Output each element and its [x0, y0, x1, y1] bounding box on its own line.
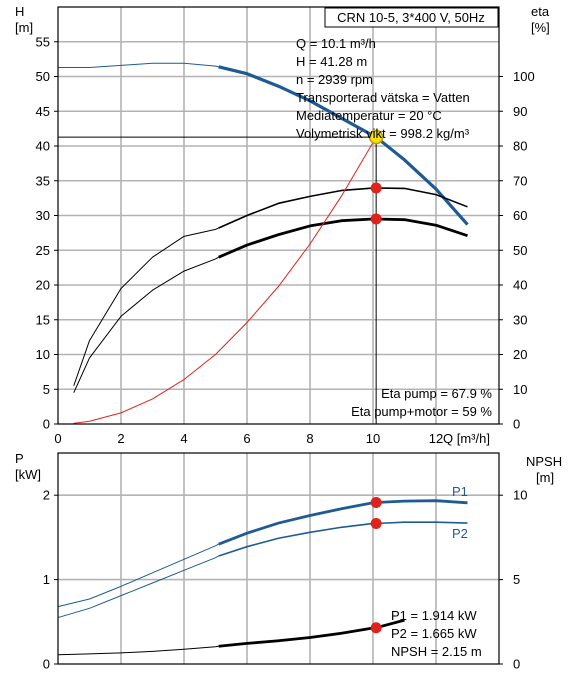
- series-label-p1: P1: [452, 484, 468, 499]
- eta-pump-text: Eta pump = 67.9 %: [381, 386, 492, 401]
- top-grid: 0510152025303540455055010203040506070809…: [36, 7, 535, 446]
- top-left-tick-label: 10: [36, 347, 50, 362]
- x-tick-label: 4: [180, 431, 187, 446]
- top-right-tick-label: 90: [513, 104, 527, 119]
- power-info-block: P1 = 1.914 kW P2 = 1.665 kW NPSH = 2.15 …: [391, 608, 482, 659]
- x-tick-label: 10: [366, 431, 380, 446]
- bottom-curves: [57, 499, 468, 656]
- x-tick-label: 2: [117, 431, 124, 446]
- x-tick-label: 6: [243, 431, 250, 446]
- info-line-p2: P2 = 1.665 kW: [391, 626, 477, 641]
- info-line-liquid: Transporterad vätska = Vatten: [296, 90, 470, 105]
- npsh-marker: [370, 622, 382, 634]
- title-box: [324, 7, 499, 28]
- info-line-q: Q = 10.1 m³/h: [296, 36, 376, 51]
- top-right-tick-label: 50: [513, 243, 527, 258]
- p2-curve-thin: [57, 555, 219, 619]
- info-line-temperature: Mediatemperatur = 20 °C: [296, 108, 442, 123]
- eta_total-curve-thin: [73, 256, 219, 393]
- x-tick-label: 12: [429, 431, 443, 446]
- bottom-left-tick-label: 1: [43, 572, 50, 587]
- chart-title: CRN 10-5, 3*400 V, 50Hz: [337, 10, 485, 25]
- bottom-left-tick-label: 2: [43, 488, 50, 503]
- bottom-left-tick-label: 0: [43, 657, 50, 672]
- p2-marker: [370, 517, 382, 529]
- bottom-right-axis-label-1: NPSH: [526, 454, 562, 469]
- head-curve-thick: [218, 65, 469, 226]
- top-left-tick-label: 35: [36, 173, 50, 188]
- head-curve-thin: [58, 62, 219, 68]
- x-axis-label: Q [m³/h]: [443, 431, 490, 446]
- bottom-grid: 0 1 2 0 5 10: [43, 453, 527, 672]
- eta_total-curve-thick: [218, 217, 468, 259]
- eta-info-block: Eta pump = 67.9 % Eta pump+motor = 59 %: [351, 386, 492, 419]
- top-left-tick-label: 20: [36, 278, 50, 293]
- top-left-tick-label: 25: [36, 243, 50, 258]
- top-right-tick-label: 80: [513, 139, 527, 154]
- top-left-tick-label: 15: [36, 312, 50, 327]
- bottom-right-axis-label-2: [m]: [536, 470, 554, 485]
- bottom-marks: P1 P2: [370, 484, 468, 634]
- bottom-left-axis-label-2: [kW]: [15, 467, 41, 482]
- series-label-p2: P2: [452, 526, 468, 541]
- x-tick-label: 0: [54, 431, 61, 446]
- eta-total-marker: [370, 213, 382, 225]
- top-marks: [58, 129, 384, 424]
- info-line-npsh: NPSH = 2.15 m: [391, 644, 482, 659]
- top-right-tick-label: 10: [513, 382, 527, 397]
- top-left-tick-label: 30: [36, 208, 50, 223]
- p1-curve-thick: [218, 499, 468, 546]
- bottom-right-tick-label: 5: [513, 572, 520, 587]
- top-right-tick-label: 40: [513, 278, 527, 293]
- top-right-axis-label-2: [%]: [531, 20, 550, 35]
- top-left-tick-label: 50: [36, 69, 50, 84]
- info-line-n: n = 2939 rpm: [296, 72, 373, 87]
- top-plot-frame: [57, 6, 500, 425]
- info-line-density: Volymetrisk vikt = 998.2 kg/m³: [296, 126, 470, 141]
- eta-pump-marker: [370, 182, 382, 194]
- top-right-tick-label: 60: [513, 208, 527, 223]
- power-npsh-panel: 0 1 2 0 5 10 P1 P2 P [kW] NPSH [m] P1 = 1.914 …: [15, 451, 562, 672]
- bottom-right-tick-label: 0: [513, 657, 520, 672]
- top-right-tick-label: 70: [513, 173, 527, 188]
- eta_pump-curve-thick: [218, 187, 468, 229]
- p1-curve-thin: [57, 543, 219, 608]
- top-right-tick-label: 100: [513, 69, 535, 84]
- eta_pump-curve-thin: [73, 227, 219, 386]
- bottom-left-axis-label-1: P: [15, 451, 24, 466]
- p2-curve-thick: [218, 521, 468, 557]
- system_curve-curve: [73, 136, 377, 424]
- info-line-h: H = 41.28 m: [296, 54, 367, 69]
- npsh-curve-thin: [57, 645, 219, 656]
- top-left-axis-label-2: [m]: [15, 20, 33, 35]
- top-left-tick-label: 45: [36, 104, 50, 119]
- top-right-tick-label: 20: [513, 347, 527, 362]
- top-left-axis-label-1: H: [15, 4, 24, 19]
- top-curves: [58, 62, 469, 424]
- top-left-tick-label: 5: [43, 382, 50, 397]
- bottom-plot-frame: [57, 452, 500, 665]
- top-right-axis-label-1: eta: [531, 4, 550, 19]
- x-tick-label: 8: [306, 431, 313, 446]
- eta-total-text: Eta pump+motor = 59 %: [351, 404, 492, 419]
- head-efficiency-panel: 0510152025303540455055010203040506070809…: [15, 4, 550, 446]
- top-right-tick-label: 0: [513, 417, 520, 432]
- bottom-right-tick-label: 10: [513, 488, 527, 503]
- info-line-p1: P1 = 1.914 kW: [391, 608, 477, 623]
- top-left-tick-label: 40: [36, 139, 50, 154]
- top-right-tick-label: 30: [513, 312, 527, 327]
- duty-info-block: Q = 10.1 m³/h H = 41.28 m n = 2939 rpm T…: [296, 36, 470, 141]
- p1-marker: [370, 496, 382, 508]
- top-left-tick-label: 55: [36, 34, 50, 49]
- duty-point-marker: [368, 129, 384, 145]
- top-left-tick-label: 0: [43, 417, 50, 432]
